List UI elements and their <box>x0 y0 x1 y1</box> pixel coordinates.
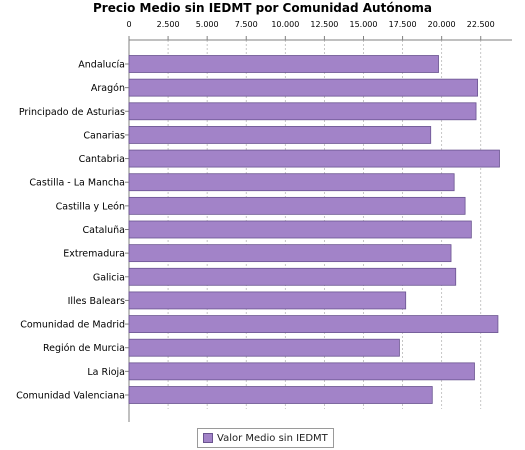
bar <box>128 173 455 192</box>
category-label: Extremadura <box>63 249 125 260</box>
bar <box>128 196 466 215</box>
bar <box>128 55 439 73</box>
bar <box>128 220 472 239</box>
x-tick-label: 0 <box>126 20 131 29</box>
bar <box>128 291 407 310</box>
bar <box>128 102 477 121</box>
bar <box>128 362 475 381</box>
category-label: Cantabria <box>79 154 125 165</box>
legend-label: Valor Medio sin IEDMT <box>217 432 328 444</box>
bar <box>128 149 500 168</box>
bar <box>128 386 433 404</box>
category-label: Principado de Asturias <box>19 107 125 118</box>
x-tick-label: 17.500 <box>389 20 417 29</box>
x-tick-label: 22.500 <box>467 20 495 29</box>
x-tick-label: 5.000 <box>196 20 219 29</box>
bar <box>128 126 432 144</box>
chart-legend: Valor Medio sin IEDMT <box>197 428 334 448</box>
x-tick-label: 10.000 <box>271 20 299 29</box>
legend-swatch <box>203 433 213 443</box>
x-tick-label: 20.000 <box>428 20 456 29</box>
category-label: Castilla y León <box>56 201 125 212</box>
category-label: Comunidad de Madrid <box>20 320 125 331</box>
bar <box>128 267 457 286</box>
category-label: Andalucía <box>78 60 125 71</box>
bar <box>128 78 479 97</box>
category-label: La Rioja <box>87 367 125 378</box>
bar <box>128 244 452 263</box>
bar <box>128 315 499 333</box>
x-tick-label: 15.000 <box>349 20 377 29</box>
category-label: Cataluña <box>82 225 125 236</box>
x-tick-label: 12.500 <box>310 20 338 29</box>
category-label: Canarias <box>83 130 125 141</box>
category-label: Región de Murcia <box>43 343 125 354</box>
category-label: Comunidad Valenciana <box>16 391 125 402</box>
category-label: Aragón <box>91 83 125 94</box>
bar <box>128 338 400 357</box>
category-label: Illes Balears <box>68 296 125 307</box>
category-label: Castilla - La Mancha <box>29 178 125 189</box>
chart-title: Precio Medio sin IEDMT por Comunidad Aut… <box>93 1 432 15</box>
x-tick-label: 2.500 <box>157 20 180 29</box>
x-tick-label: 7.500 <box>235 20 258 29</box>
category-label: Galicia <box>93 272 125 283</box>
